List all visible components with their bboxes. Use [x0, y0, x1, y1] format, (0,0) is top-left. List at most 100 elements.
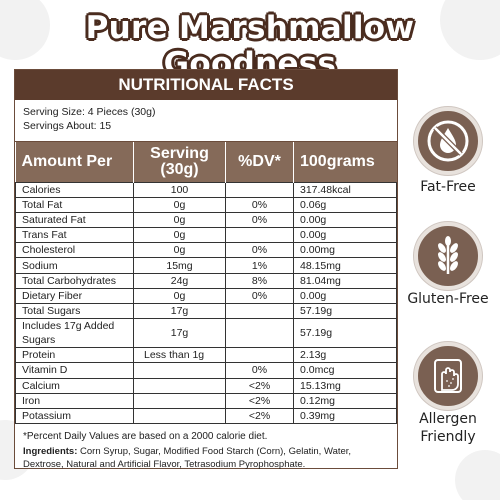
table-cell: Protein — [15, 347, 134, 364]
table-cell: Less than 1g — [133, 347, 226, 364]
column-header: Serving (30g) — [133, 142, 226, 182]
table-cell: 8% — [225, 272, 294, 289]
table-cell: 57.19g — [293, 318, 397, 349]
table-cell: 0% — [225, 362, 294, 379]
hand-shield-icon — [434, 359, 462, 393]
badge-label: Fat-Free — [420, 179, 476, 195]
table-row: Total Fat 0g 0% 0.06g — [15, 196, 397, 213]
table-cell: 0% — [225, 287, 294, 305]
table-cell: 0% — [225, 242, 294, 259]
table-cell: <2% — [225, 392, 294, 409]
table-row: Calcium <2% 15.13mg — [15, 377, 397, 394]
table-cell: Calcium — [15, 377, 134, 394]
table-row: Protein Less than 1g 2.13g — [15, 347, 397, 364]
table-cell: <2% — [225, 407, 294, 425]
table-cell: Dietary Fiber — [15, 287, 134, 305]
table-cell: 317.48kcal — [293, 181, 397, 198]
table-row: Calories 100 317.48kcal — [15, 181, 397, 198]
table-cell: Sodium — [15, 257, 134, 274]
table-cell: 48.15mg — [293, 257, 397, 274]
table-cell: 15.13mg — [293, 377, 397, 394]
table-cell: Calories — [15, 181, 134, 198]
table-cell: 1% — [225, 257, 294, 274]
table-cell: 0.0mcg — [293, 362, 397, 379]
table-cell: Total Carbohydrates — [15, 272, 134, 289]
table-row: Saturated Fat 0g 0% 0.00g — [15, 211, 397, 229]
table-row: Potassium <2% 0.39mg — [15, 407, 397, 425]
table-cell: 0.06g — [293, 196, 397, 213]
table-row: Cholesterol 0g 0% 0.00mg — [15, 242, 397, 259]
table-cell — [133, 392, 226, 409]
table-cell: Iron — [15, 392, 134, 409]
table-cell — [225, 347, 294, 364]
table-cell: 0.00g — [293, 211, 397, 229]
serving-info: Serving Size: 4 Pieces (30g) Servings Ab… — [15, 100, 397, 142]
table-cell — [133, 407, 226, 425]
table-cell: 0.12mg — [293, 392, 397, 409]
ingredients: Ingredients: Corn Syrup, Sugar, Modified… — [23, 445, 389, 471]
table-cell: 24g — [133, 272, 226, 289]
table-cell: 0g — [133, 211, 226, 229]
table-row: Trans Fat 0g 0.00g — [15, 227, 397, 244]
table-cell: Cholesterol — [15, 242, 134, 259]
column-header: Amount Per — [15, 142, 134, 182]
table-row: Vitamin D 0% 0.0mcg — [15, 362, 397, 379]
column-header: %DV* — [225, 142, 294, 182]
table-cell: 0g — [133, 227, 226, 244]
serving-size: Serving Size: 4 Pieces (30g) — [23, 106, 156, 118]
badge-label: Gluten-Free — [407, 291, 489, 307]
ingredients-text: Corn Syrup, Sugar, Modified Food Starch … — [23, 446, 352, 471]
table-cell — [225, 181, 294, 198]
panel-footer: *Percent Daily Values are based on a 200… — [15, 424, 397, 471]
table-cell: 0g — [133, 287, 226, 305]
fat-free-badge — [414, 107, 482, 175]
table-row: Includes 17g Added Sugars 17g 57.19g — [15, 318, 397, 349]
nutrition-table: Amount Per Serving (30g) %DV* 100grams C… — [15, 142, 397, 425]
table-cell: 57.19g — [293, 302, 397, 320]
badge-label: Allergen Friendly — [419, 411, 477, 445]
table-cell: 15mg — [133, 257, 226, 274]
gluten-free-badge — [414, 222, 482, 290]
table-cell: Total Fat — [15, 196, 134, 213]
background-marshmallow — [455, 450, 500, 500]
table-cell: 0% — [225, 211, 294, 229]
servings-about: Servings About: 15 — [23, 120, 112, 132]
table-cell: 0.00g — [293, 227, 397, 244]
ingredients-label: Ingredients: — [23, 446, 78, 458]
table-cell: 0.00g — [293, 287, 397, 305]
table-cell: 2.13g — [293, 347, 397, 364]
table-cell: Potassium — [15, 407, 134, 425]
table-row: Iron <2% 0.12mg — [15, 392, 397, 409]
table-row: Total Sugars 17g 57.19g — [15, 302, 397, 320]
table-cell — [133, 377, 226, 394]
table-cell: <2% — [225, 377, 294, 394]
column-header: 100grams — [293, 142, 397, 182]
table-row: Sodium 15mg 1% 48.15mg — [15, 257, 397, 274]
nutrition-panel: NUTRITIONAL FACTS Serving Size: 4 Pieces… — [14, 69, 398, 471]
table-cell: 0.00mg — [293, 242, 397, 259]
table-cell: 17g — [133, 318, 226, 349]
table-cell: 100 — [133, 181, 226, 198]
table-cell: 81.04mg — [293, 272, 397, 289]
no-drop-icon — [427, 120, 469, 162]
table-cell: Vitamin D — [15, 362, 134, 379]
table-cell: Saturated Fat — [15, 211, 134, 229]
table-cell: Includes 17g Added Sugars — [15, 318, 134, 349]
table-cell: Total Sugars — [15, 302, 134, 320]
allergen-friendly-badge — [414, 342, 482, 410]
table-cell: 0.39mg — [293, 407, 397, 425]
table-header-row: Amount Per Serving (30g) %DV* 100grams — [15, 142, 397, 182]
table-row: Total Carbohydrates 24g 8% 81.04mg — [15, 272, 397, 289]
panel-header: NUTRITIONAL FACTS — [15, 70, 397, 100]
table-cell: 0g — [133, 242, 226, 259]
footnote: *Percent Daily Values are based on a 200… — [23, 431, 268, 443]
wheat-icon — [438, 236, 458, 274]
table-cell: Trans Fat — [15, 227, 134, 244]
table-cell: 0g — [133, 196, 226, 213]
table-cell — [225, 227, 294, 244]
table-cell: 17g — [133, 302, 226, 320]
table-cell — [225, 318, 294, 349]
table-cell: 0% — [225, 196, 294, 213]
table-row: Dietary Fiber 0g 0% 0.00g — [15, 287, 397, 305]
table-cell — [225, 302, 294, 320]
